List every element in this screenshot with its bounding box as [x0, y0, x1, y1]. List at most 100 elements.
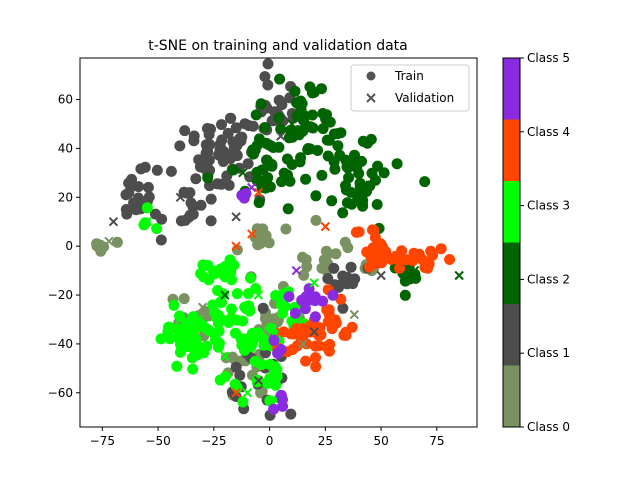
train-point-class-3	[213, 337, 225, 349]
train-point-class-3	[171, 323, 183, 335]
plot-area-frame	[79, 57, 478, 428]
train-point-class-2	[306, 87, 318, 99]
train-point-class-2	[326, 195, 338, 207]
y-tick-label: 0	[65, 239, 73, 253]
train-point-class-5	[275, 344, 287, 355]
train-point-class-1	[205, 123, 216, 135]
train-point-class-2	[266, 160, 278, 172]
legend-validation-label: Validation	[395, 91, 454, 105]
validation-point-class-3	[193, 314, 203, 325]
train-point-class-3	[257, 333, 269, 345]
train-point-class-1	[142, 181, 154, 193]
train-point-class-1	[337, 302, 349, 314]
train-point-class-2	[289, 85, 301, 97]
validation-point-class-1	[376, 270, 386, 281]
train-point-class-1	[151, 164, 163, 176]
train-point-class-1	[185, 197, 197, 209]
validation-point-class-4	[320, 221, 331, 232]
train-point-class-2	[349, 149, 360, 161]
train-point-class-5	[327, 289, 339, 301]
train-point-class-3	[277, 307, 288, 319]
train-point-class-1	[121, 208, 133, 220]
train-point-class-3	[213, 325, 225, 337]
validation-point-class-4	[231, 388, 241, 398]
colorbar-label: Class 5	[527, 51, 570, 65]
train-point-class-3	[183, 326, 195, 337]
train-point-class-2	[317, 123, 329, 135]
train-point-class-0	[178, 293, 190, 305]
train-point-class-4	[419, 262, 431, 273]
train-point-class-2	[354, 177, 366, 189]
train-point-class-1	[230, 122, 242, 134]
train-point-class-3	[223, 317, 235, 328]
train-point-class-2	[295, 152, 307, 164]
validation-point-class-2	[287, 119, 297, 129]
train-point-class-2	[352, 192, 364, 204]
train-point-class-3	[269, 361, 281, 373]
validation-point-class-1	[253, 375, 264, 386]
train-point-class-1	[243, 120, 255, 131]
train-point-class-2	[332, 128, 344, 140]
train-point-class-3	[213, 309, 225, 321]
train-point-class-2	[275, 123, 287, 135]
validation-point-class-5	[247, 182, 257, 193]
train-point-class-3	[237, 315, 249, 327]
train-point-class-4	[367, 242, 379, 254]
train-point-class-1	[322, 273, 334, 285]
validation-point-class-4	[276, 326, 286, 337]
x-tick-label: 75	[429, 434, 444, 448]
train-point-class-2	[391, 158, 403, 170]
train-point-class-2	[316, 169, 328, 181]
validation-point-class-2	[342, 168, 353, 178]
colorbar-segment-class-4	[503, 119, 520, 181]
train-point-class-0	[342, 242, 354, 254]
legend-train-marker	[366, 71, 376, 81]
validation-point-class-4	[231, 241, 241, 251]
train-point-class-1	[234, 133, 246, 145]
train-point-class-1	[214, 138, 226, 150]
train-point-class-2	[321, 109, 332, 121]
chart-title: t-SNE on training and validation data	[148, 38, 407, 54]
train-point-class-2	[253, 197, 265, 209]
train-point-class-1	[200, 139, 212, 151]
train-point-class-3	[264, 395, 276, 407]
y-tick-label: −20	[48, 288, 73, 302]
train-point-class-4	[368, 224, 380, 236]
train-point-class-1	[123, 187, 135, 199]
train-point-class-4	[427, 249, 439, 261]
train-point-class-1	[216, 119, 227, 131]
colorbar-label: Class 2	[527, 272, 570, 286]
validation-point-class-1	[276, 131, 286, 141]
x-tick-label: −75	[90, 434, 115, 448]
train-point-class-1	[273, 94, 285, 106]
train-point-class-2	[310, 190, 322, 202]
train-point-class-3	[174, 346, 186, 358]
validation-point-class-2	[454, 270, 464, 281]
train-point-class-2	[419, 176, 431, 188]
x-tick-label: −25	[201, 434, 226, 448]
train-point-class-1	[133, 196, 145, 208]
train-point-class-3	[197, 259, 209, 271]
train-point-class-4	[413, 248, 425, 260]
validation-point-class-5	[291, 265, 302, 276]
train-point-class-2	[357, 200, 369, 212]
train-point-class-3	[227, 259, 239, 271]
train-point-class-3	[275, 298, 287, 310]
train-point-class-0	[111, 236, 123, 248]
colorbar-segment-class-2	[503, 242, 520, 304]
train-point-class-4	[310, 352, 321, 364]
validation-point-class-3	[142, 217, 152, 227]
train-point-class-1	[234, 369, 246, 381]
train-point-class-1	[285, 408, 297, 420]
train-point-class-2	[274, 73, 286, 85]
train-point-class-3	[214, 374, 226, 386]
legend-validation-marker	[366, 93, 376, 103]
train-point-class-4	[376, 257, 388, 269]
train-point-class-2	[307, 122, 319, 134]
validation-point-class-3	[242, 388, 252, 398]
validation-point-class-2	[365, 180, 375, 190]
colorbar-label: Class 3	[527, 199, 570, 213]
train-point-class-4	[323, 345, 335, 357]
x-tick-label: −50	[145, 434, 170, 448]
